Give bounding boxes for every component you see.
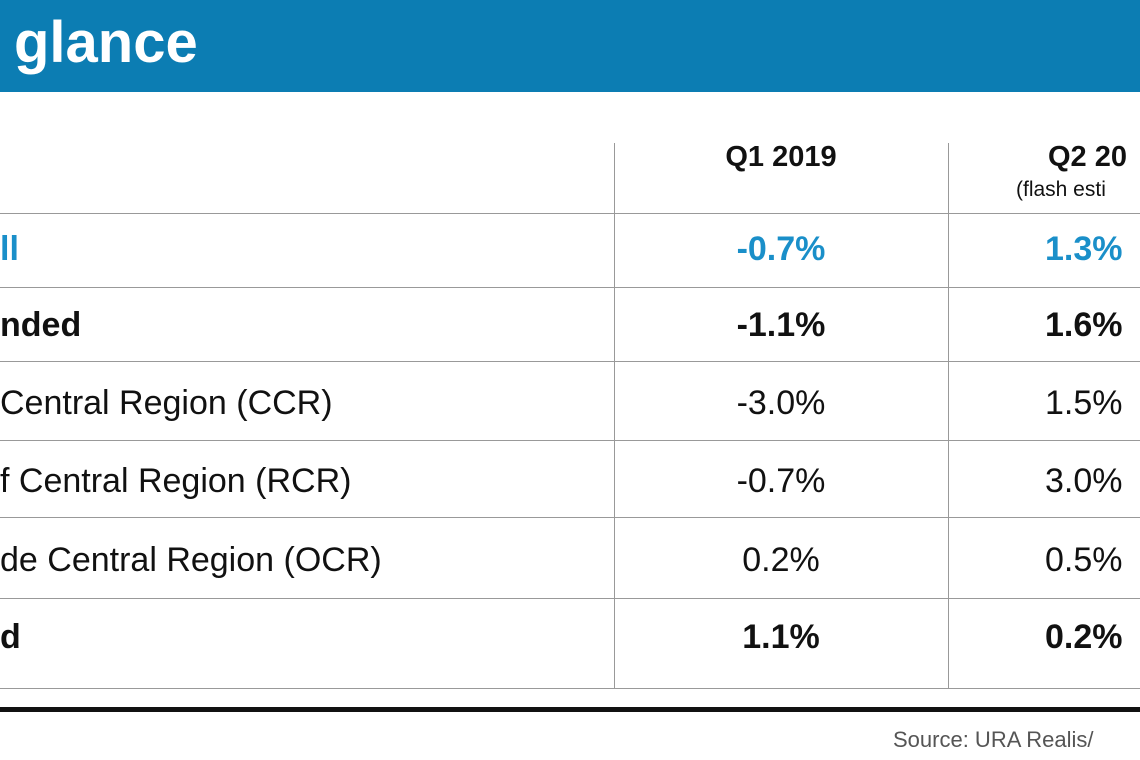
row-divider	[0, 440, 1140, 441]
cell-value: 1.6%	[1045, 306, 1123, 344]
row-label: nded	[0, 306, 82, 344]
cell-value: 3.0%	[1045, 462, 1123, 500]
column-divider	[948, 143, 949, 688]
cell-value: 1.5%	[1045, 384, 1123, 422]
row-label: de Central Region (OCR)	[0, 541, 382, 579]
header-title: glance	[14, 10, 198, 75]
cell-value: 1.3%	[1045, 230, 1123, 268]
row-divider	[0, 688, 1140, 689]
row-label: d	[0, 618, 21, 656]
row-divider	[0, 361, 1140, 362]
source-note: Source: URA Realis/	[893, 727, 1094, 752]
row-label: ll	[0, 230, 19, 268]
cell-value: -1.1%	[736, 306, 826, 344]
cell-value: 0.2%	[742, 541, 820, 579]
cell-value: -0.7%	[736, 462, 826, 500]
cell-value: 0.5%	[1045, 541, 1123, 579]
header-bar: glance	[0, 0, 1140, 92]
cell-value: 0.2%	[1045, 618, 1123, 656]
row-divider	[0, 517, 1140, 518]
cell-value: -3.0%	[736, 384, 826, 422]
column-header: Q2 20	[1048, 141, 1127, 173]
column-header: Q1 2019	[725, 141, 837, 173]
column-divider	[614, 143, 615, 688]
row-label: Central Region (CCR)	[0, 384, 333, 422]
cell-value: 1.1%	[742, 618, 820, 656]
row-divider	[0, 287, 1140, 288]
row-label: f Central Region (RCR)	[0, 462, 352, 500]
bottom-rule	[0, 707, 1140, 712]
cell-value: -0.7%	[736, 230, 826, 268]
row-divider	[0, 598, 1140, 599]
row-divider	[0, 213, 1140, 214]
column-note: (flash esti	[1016, 178, 1106, 201]
